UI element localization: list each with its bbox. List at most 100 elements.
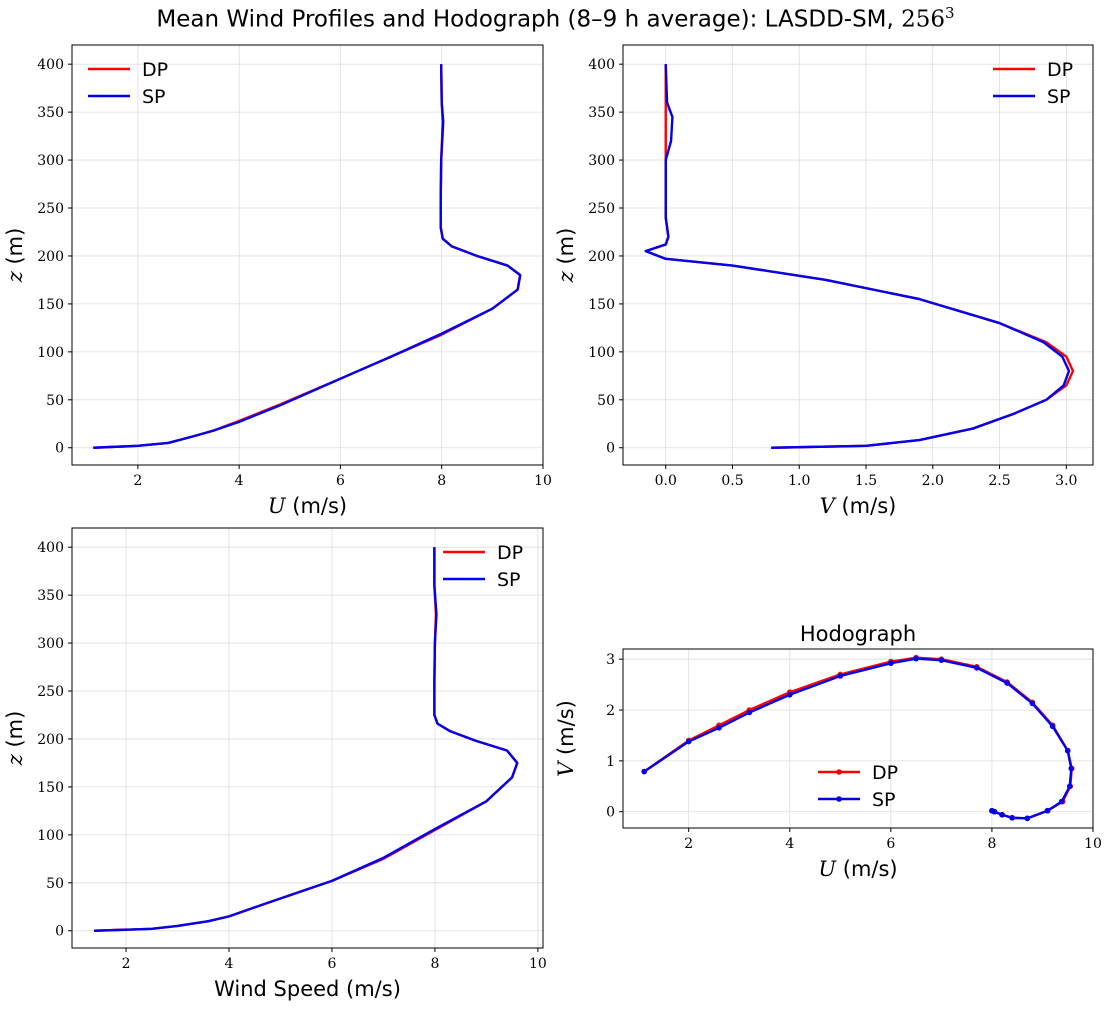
legend-label-dp: DP [872, 762, 898, 784]
y-axis-label: z (m) [554, 228, 578, 284]
y-tick-label: 350 [588, 105, 615, 121]
series-point-sp [837, 673, 844, 679]
series-point-sp [1024, 815, 1031, 822]
series-point-sp [1066, 783, 1073, 790]
series-line-sp [644, 64, 1071, 449]
y-tick-label: 200 [588, 249, 615, 265]
y-tick-label: 3 [606, 652, 615, 668]
y-tick-label: 150 [37, 297, 64, 313]
y-tick-label: 100 [37, 828, 64, 844]
y-tick-label: 300 [37, 636, 64, 652]
chart-hodograph: 2 4 6 8 10 0 1 2 3 U (m/s) V (m/s) Hodograph DP SP [554, 622, 1102, 881]
axes-frame [71, 44, 544, 466]
y-tick-label: 2 [606, 703, 615, 719]
legend-marker-sp [836, 796, 842, 802]
x-tick-label: 2 [122, 956, 131, 972]
y-tick-label: 400 [37, 540, 64, 556]
x-tick-label: 2 [133, 473, 142, 489]
y-tick-label: 0 [55, 441, 64, 457]
axes-frame [622, 648, 1094, 829]
y-tick-label: 250 [37, 201, 64, 217]
axes-frame [71, 527, 544, 949]
y-tick-label: 350 [37, 105, 64, 121]
figure-title-superscript: 3 [945, 4, 955, 22]
y-tick-label: 400 [37, 57, 64, 73]
legend-label-sp: SP [872, 789, 896, 811]
legend-label-sp: SP [497, 569, 521, 591]
y-tick-label: 300 [588, 153, 615, 169]
series-line-sp [94, 547, 519, 932]
series-point-sp [938, 657, 945, 663]
y-tick-label: 350 [37, 588, 64, 604]
x-tick-label: 10 [529, 956, 547, 972]
series-point-sp [1029, 700, 1036, 707]
figure-title-text: Mean Wind Profiles and Hodograph (8–9 h … [156, 6, 902, 33]
y-tick-label: 50 [46, 393, 64, 409]
x-tick-label: 0.0 [655, 473, 677, 489]
x-tick-label: 6 [336, 473, 345, 489]
legend-label-dp: DP [1047, 59, 1073, 81]
series-point-sp [641, 768, 648, 775]
series-point-sp [746, 709, 753, 716]
series-point-sp [888, 660, 894, 667]
series-point-sp [1004, 680, 1010, 686]
y-tick-label: 0 [606, 441, 615, 457]
x-tick-label: 8 [987, 836, 996, 852]
y-tick-label: 100 [588, 345, 615, 361]
x-tick-label: 10 [1084, 836, 1102, 852]
x-tick-label: 4 [785, 836, 794, 852]
legend-label-sp: SP [1047, 86, 1071, 108]
y-tick-label: 200 [37, 732, 64, 748]
series-point-sp [716, 725, 722, 731]
y-tick-label: 250 [37, 684, 64, 700]
legend-marker-dp [836, 769, 842, 775]
series-point-sp [989, 807, 995, 814]
series-point-sp [786, 691, 793, 698]
y-tick-label: 50 [597, 393, 615, 409]
y-tick-label: 50 [46, 876, 64, 892]
figure-title-math: 256 [901, 6, 946, 33]
y-axis-label: z (m) [3, 228, 27, 284]
x-tick-label: 3.0 [1055, 473, 1077, 489]
series-point-sp [685, 738, 692, 745]
x-axis-label: U (m/s) [268, 494, 347, 518]
series-point-sp [1009, 815, 1015, 821]
x-tick-label: 10 [534, 473, 552, 489]
x-tick-label: 8 [430, 956, 439, 972]
y-tick-label: 400 [588, 57, 615, 73]
y-axis-label: V (m/s) [554, 700, 578, 777]
y-tick-label: 0 [606, 805, 615, 821]
x-tick-label: 4 [225, 956, 234, 972]
legend-label-dp: DP [497, 542, 523, 564]
series-point-sp [973, 665, 980, 671]
y-tick-label: 0 [55, 924, 64, 940]
y-tick-label: 150 [37, 780, 64, 796]
series-point-sp [1044, 807, 1051, 814]
x-tick-label: 0.5 [721, 473, 743, 489]
x-axis-label: U (m/s) [818, 857, 897, 881]
x-tick-label: 2.0 [922, 473, 944, 489]
y-tick-label: 100 [37, 345, 64, 361]
y-tick-label: 150 [588, 297, 615, 313]
x-axis-label: V (m/s) [820, 494, 897, 518]
x-tick-label: 2.5 [988, 473, 1010, 489]
series-point-sp [1064, 747, 1071, 754]
y-axis-label: z (m) [3, 711, 27, 767]
x-tick-label: 6 [327, 956, 336, 972]
legend-label-sp: SP [142, 86, 166, 108]
x-tick-label: 1.5 [855, 473, 877, 489]
series-point-sp [1058, 798, 1065, 805]
chart-title: Hodograph [800, 622, 916, 646]
x-tick-label: 4 [235, 473, 244, 489]
x-tick-label: 1.0 [788, 473, 810, 489]
legend-label-dp: DP [142, 59, 168, 81]
series-point-sp [999, 811, 1005, 818]
y-tick-label: 250 [588, 201, 615, 217]
figure-title: Mean Wind Profiles and Hodograph (8–9 h … [0, 4, 1111, 33]
x-tick-label: 8 [437, 473, 446, 489]
series-point-sp [1049, 723, 1056, 730]
x-tick-label: 6 [886, 836, 895, 852]
x-tick-label: 2 [684, 836, 693, 852]
